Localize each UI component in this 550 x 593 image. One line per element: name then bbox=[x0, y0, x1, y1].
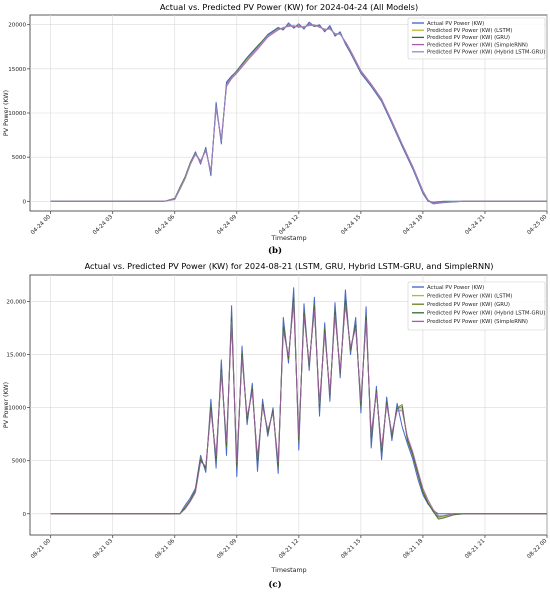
legend-label: Predicted PV Power (KW) (SimpleRNN) bbox=[427, 42, 528, 48]
chart-title: Actual vs. Predicted PV Power (KW) for 2… bbox=[160, 2, 418, 12]
x-tick-label: 04-24 03 bbox=[92, 214, 114, 236]
legend-label: Predicted PV Power (KW) (GRU) bbox=[427, 35, 510, 41]
x-tick-label: 04-24 18 bbox=[402, 214, 424, 236]
y-tick-label: 5000 bbox=[12, 155, 27, 161]
legend-box bbox=[407, 281, 546, 331]
legend-label: Actual PV Power (KW) bbox=[427, 285, 484, 291]
x-tick-label: 04-24 09 bbox=[216, 214, 238, 236]
legend-label: Predicted PV Power (KW) (GRU) bbox=[427, 302, 510, 308]
y-tick-label: 0 bbox=[22, 199, 26, 205]
y-tick-label: 20000 bbox=[8, 23, 26, 29]
y-tick-label: 15000 bbox=[8, 67, 26, 73]
legend-label: Predicted PV Power (KW) (LSTM) bbox=[427, 28, 512, 34]
legend-label: Actual PV Power (KW) bbox=[427, 21, 484, 27]
legend-label: Predicted PV Power (KW) (Hybrid LSTM-GRU… bbox=[427, 50, 545, 56]
legend-label: Predicted PV Power (KW) (Hybrid LSTM-GRU… bbox=[427, 311, 545, 317]
y-axis-label: PV Power (KW) bbox=[3, 382, 10, 428]
legend: Actual PV Power (KW)Predicted PV Power (… bbox=[407, 17, 546, 60]
figure-caption: (b) bbox=[268, 245, 282, 256]
x-tick-label: 04-24 06 bbox=[154, 214, 176, 236]
y-axis-label: PV Power (KW) bbox=[3, 90, 10, 136]
legend: Actual PV Power (KW) Predicted PV Power (… bbox=[407, 281, 546, 331]
y-tick-label: 15,000 bbox=[6, 353, 26, 359]
legend-label: Predicted PV Power (KW) (LSTM) bbox=[427, 293, 512, 299]
x-tick-label: 08-22 00 bbox=[526, 538, 548, 560]
x-tick-label: 08-21 12 bbox=[278, 538, 300, 560]
series-line-4 bbox=[50, 23, 547, 205]
x-axis-label: Timestamp bbox=[270, 235, 306, 242]
x-tick-label: 04-24 12 bbox=[278, 214, 300, 236]
x-tick-label: 08-21 09 bbox=[216, 538, 238, 560]
chart-2024-08-21: Actual vs. Predicted PV Power (KW) for 2… bbox=[3, 261, 549, 590]
x-tick-label: 08-21 21 bbox=[464, 538, 486, 560]
x-tick-label: 04-24 00 bbox=[30, 214, 52, 236]
x-axis-label: Timestamp bbox=[270, 567, 306, 574]
x-tick-label: 04-24 15 bbox=[340, 214, 362, 236]
y-tick-label: 10000 bbox=[8, 111, 26, 117]
x-tick-label: 04-25 00 bbox=[526, 214, 548, 236]
figure-caption: (c) bbox=[268, 579, 281, 590]
y-tick-label: 20,000 bbox=[6, 300, 26, 306]
x-tick-label: 08-21 06 bbox=[154, 538, 176, 560]
x-tick-label: 08-21 00 bbox=[30, 538, 52, 560]
x-tick-label: 08-21 18 bbox=[402, 538, 424, 560]
x-tick-label: 08-21 15 bbox=[340, 538, 362, 560]
chart-title: Actual vs. Predicted PV Power (KW) for 2… bbox=[85, 261, 494, 271]
y-tick-label: 5000 bbox=[12, 459, 27, 465]
y-tick-label: 10000 bbox=[8, 406, 26, 412]
legend-box bbox=[407, 17, 546, 60]
legend-label: Predicted PV Power (KW) (SimpleRNN) bbox=[427, 319, 528, 325]
y-tick-label: 0 bbox=[22, 512, 26, 518]
x-tick-label: 04-24 21 bbox=[464, 214, 486, 236]
chart-2024-04-24: Actual vs. Predicted PV Power (KW) for 2… bbox=[3, 2, 549, 256]
series-line-4 bbox=[50, 302, 547, 517]
x-tick-label: 08-21 03 bbox=[92, 538, 114, 560]
